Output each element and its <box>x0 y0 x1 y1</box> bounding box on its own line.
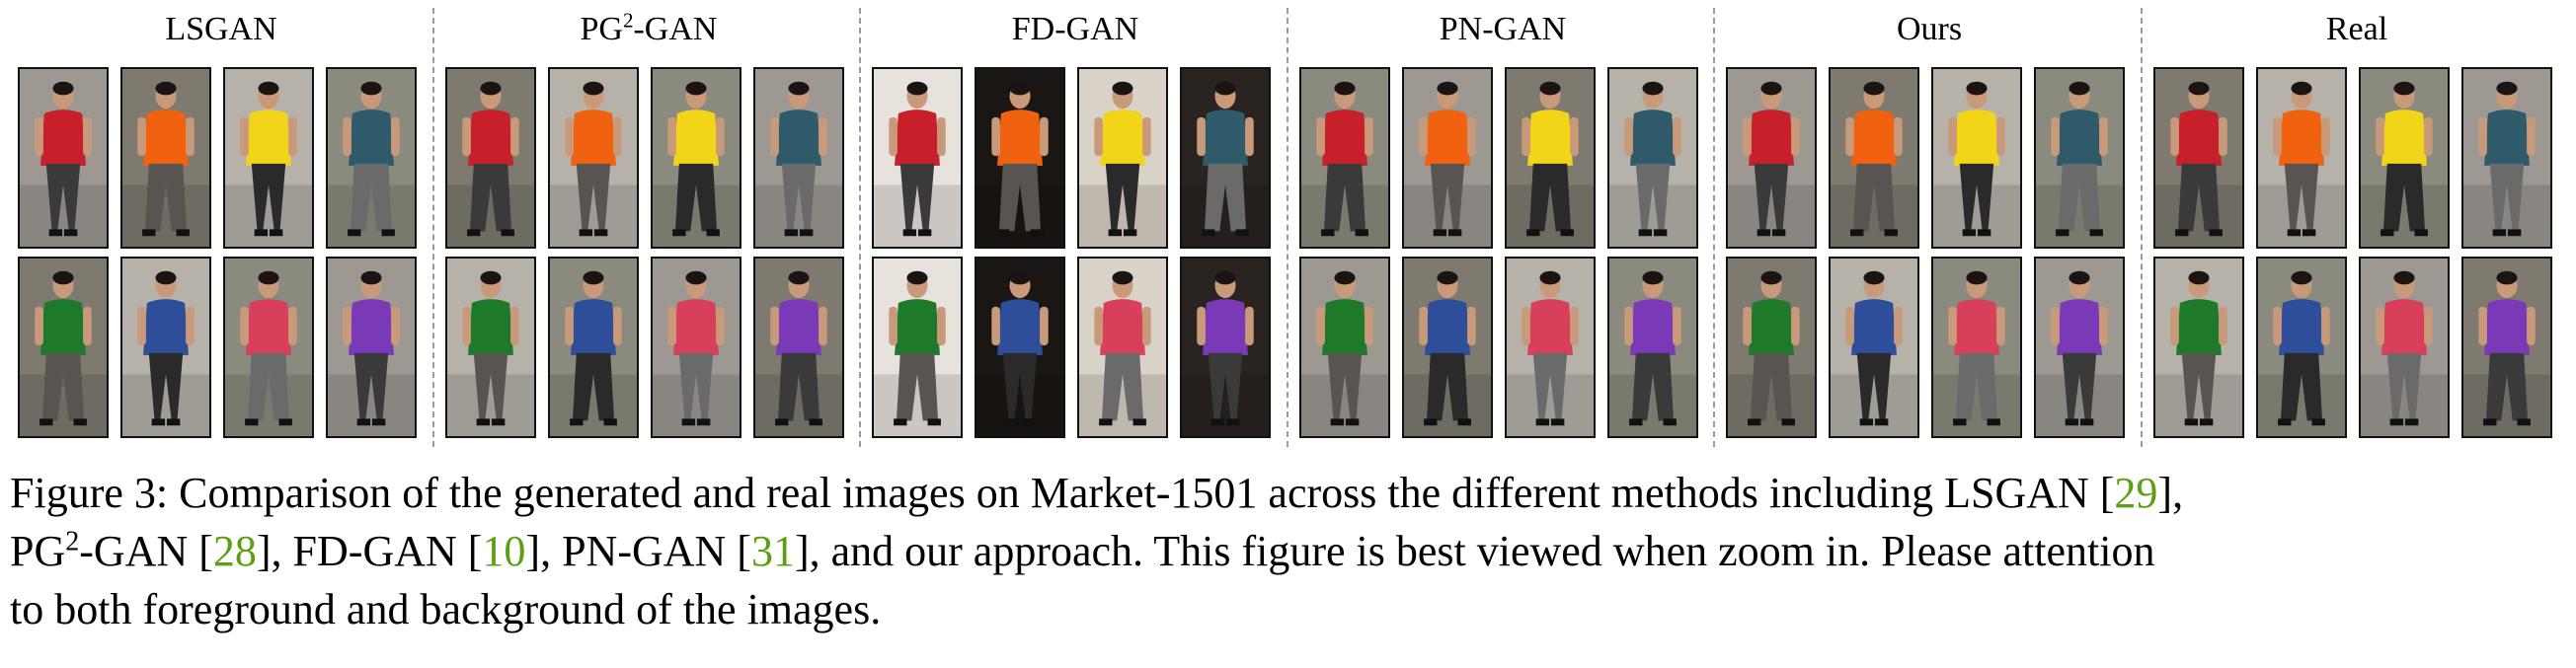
group-separator <box>1287 8 1288 447</box>
person-image <box>1402 67 1493 249</box>
person-image <box>326 67 417 249</box>
person-image <box>445 257 536 438</box>
person-image <box>2461 257 2552 438</box>
person-image <box>2256 257 2347 438</box>
method-title: PN-GAN <box>1439 11 1567 47</box>
citation-link-31[interactable]: 31 <box>750 527 795 575</box>
person-image <box>2359 67 2450 249</box>
method-title: Real <box>2325 11 2388 47</box>
person-image <box>1299 257 1390 438</box>
person-image <box>120 67 211 249</box>
group-separator <box>1713 8 1715 447</box>
person-image <box>975 67 1065 249</box>
person-image <box>1931 67 2022 249</box>
person-image <box>2256 67 2347 249</box>
person-image <box>753 67 844 249</box>
person-image <box>872 257 963 438</box>
person-image <box>1607 257 1698 438</box>
person-image <box>223 257 314 438</box>
person-image <box>2153 67 2244 249</box>
person-image <box>1829 67 1919 249</box>
citation-link-28[interactable]: 28 <box>212 527 257 575</box>
person-image <box>548 257 639 438</box>
person-image <box>18 257 109 438</box>
method-group-fd-gan: FD-GAN <box>872 0 1279 449</box>
caption-line-2: PG2-GAN [28], FD-GAN [10], PN-GAN [31], … <box>10 526 2155 575</box>
person-image <box>1931 257 2022 438</box>
person-image <box>548 67 639 249</box>
group-separator <box>2141 8 2143 447</box>
person-image <box>1077 67 1168 249</box>
person-image <box>1726 257 1817 438</box>
method-group-real: Real <box>2153 0 2560 449</box>
person-image <box>651 257 742 438</box>
person-image <box>2359 257 2450 438</box>
group-separator <box>859 8 861 447</box>
person-image <box>1726 67 1817 249</box>
person-image <box>1505 257 1596 438</box>
group-separator <box>432 8 434 447</box>
person-image <box>120 257 211 438</box>
person-image <box>1607 67 1698 249</box>
person-image <box>753 257 844 438</box>
figure-caption: Figure 3: Comparison of the generated an… <box>10 464 2567 638</box>
method-group-lsgan: LSGAN <box>18 0 425 449</box>
person-image <box>445 67 536 249</box>
person-image <box>1299 67 1390 249</box>
caption-line-1: Figure 3: Comparison of the generated an… <box>10 469 2184 517</box>
person-image <box>1505 67 1596 249</box>
method-title: LSGAN <box>165 11 277 47</box>
person-image <box>18 67 109 249</box>
person-image <box>1180 67 1271 249</box>
person-image <box>1077 257 1168 438</box>
person-image <box>2461 67 2552 249</box>
person-image <box>872 67 963 249</box>
person-image <box>2153 257 2244 438</box>
person-image <box>975 257 1065 438</box>
method-title: PG2-GAN <box>580 8 718 47</box>
method-title: FD-GAN <box>1011 11 1139 47</box>
citation-link-29[interactable]: 29 <box>2114 469 2158 517</box>
person-image <box>326 257 417 438</box>
person-image <box>223 67 314 249</box>
person-image <box>2034 67 2125 249</box>
person-image <box>651 67 742 249</box>
method-title: Ours <box>1896 11 1963 47</box>
person-image <box>1180 257 1271 438</box>
caption-line-3: to both foreground and background of the… <box>10 585 882 633</box>
method-group-pn-gan: PN-GAN <box>1299 0 1706 449</box>
method-group-pg: PG2-GAN <box>445 0 852 449</box>
citation-link-10[interactable]: 10 <box>482 527 526 575</box>
person-image <box>2034 257 2125 438</box>
method-group-ours: Ours <box>1726 0 2133 449</box>
figure-3: LSGAN PG2-GAN FD-GAN PN-GAN Ours Real <box>18 0 2560 449</box>
person-image <box>1402 257 1493 438</box>
person-image <box>1829 257 1919 438</box>
